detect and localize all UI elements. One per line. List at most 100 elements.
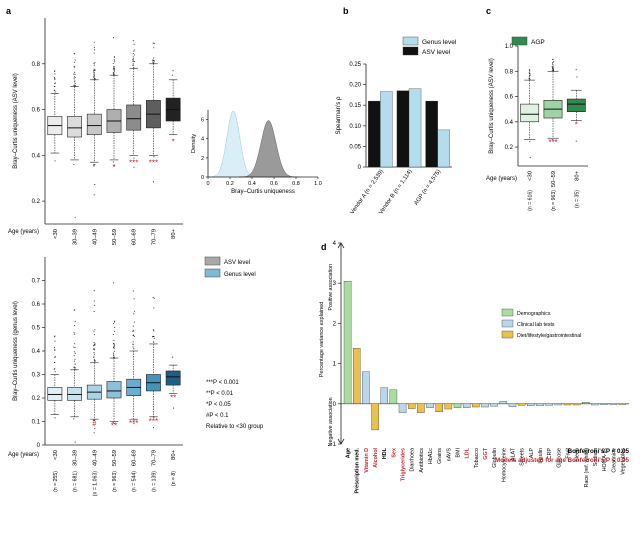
outlier-point	[74, 320, 76, 322]
outlier-point	[73, 84, 75, 86]
outlier-point	[93, 341, 95, 343]
bar-globulin	[490, 403, 498, 407]
outlier-point	[153, 47, 155, 49]
outlier-point	[73, 61, 75, 63]
density-plot: 0 0.2 0.4 0.6 0.8 1.0 0 2 4 6 Density Bray–Curtis u…	[191, 110, 322, 195]
sig-legend-line-4: #P < 0.1	[206, 413, 229, 419]
x-tick-label: Alcohol	[373, 447, 379, 467]
outlier-point	[113, 323, 115, 325]
outlier-point	[74, 80, 76, 82]
bar-vegetables	[618, 403, 627, 405]
sig-legend-line-3: *P < 0.05	[206, 402, 231, 408]
sig-legend-line-1: ***P < 0.001	[206, 380, 239, 386]
bar-glucose	[554, 403, 563, 406]
outlier-point	[94, 361, 96, 363]
y-tick-label: 0.7	[32, 279, 41, 285]
outlier-point	[54, 356, 56, 358]
y-tick-label: 0	[201, 175, 204, 181]
box-3	[86, 113, 102, 136]
legend-label-asv: ASV level	[422, 49, 451, 56]
y-tick-label: 4	[333, 241, 337, 247]
outlier-point	[552, 67, 554, 70]
outlier-point	[153, 341, 155, 343]
outlier-point	[113, 164, 115, 166]
x-tick-label: Diarrhoea	[410, 448, 416, 472]
outlier-point	[529, 157, 531, 159]
outlier-point	[54, 91, 56, 93]
outlier-point	[172, 70, 174, 72]
box-1	[47, 387, 63, 401]
box-2	[67, 387, 82, 401]
outlier-point	[93, 355, 95, 357]
x-tick-label: HDL	[382, 447, 388, 459]
box-plot-agp: 0.2 0.4 0.6 0.8 1.0 Bray–Curtis uniqueness (A…	[486, 36, 588, 211]
x-tick-label: Sex	[391, 448, 397, 458]
outlier-point	[133, 348, 135, 350]
outlier-point	[133, 157, 135, 159]
outlier-point	[73, 73, 75, 75]
outlier-point	[93, 68, 95, 70]
x-tick-label: Tobacco	[474, 448, 480, 468]
outlier-point	[132, 60, 134, 62]
bar-genus	[408, 88, 422, 168]
y-axis-label: Percentage variance explained	[319, 302, 325, 378]
bar-sweets	[517, 403, 526, 406]
y-tick-label: 0.4	[505, 120, 514, 126]
panel-label-c: c	[486, 6, 491, 16]
outlier-point	[74, 352, 76, 354]
x-tick-label: Sleep	[575, 448, 581, 462]
outlier-point	[54, 417, 56, 419]
outlier-point	[133, 298, 135, 300]
outlier-point	[74, 363, 76, 365]
x-tick-label: Vitamin D	[364, 448, 370, 473]
legend-swatch-genus	[204, 268, 221, 278]
y-tick-label: 2	[201, 156, 204, 162]
outlier-point	[93, 73, 95, 76]
outlier-point	[94, 78, 96, 80]
outlier-point	[73, 346, 75, 348]
outlier-point	[132, 56, 134, 58]
x-tick-label: 0.4	[248, 181, 256, 187]
outlier-point	[528, 72, 530, 74]
n-label: (n = 255)	[53, 471, 59, 492]
x-tick-label: Sweets	[520, 448, 526, 466]
legend-label-asv: ASV level	[224, 260, 250, 266]
x-tick-label: 0.2	[226, 181, 234, 187]
bar-ldl	[462, 403, 471, 408]
y-tick-label: 0.1	[32, 420, 41, 426]
positive-association-label: Positive association	[328, 264, 334, 311]
outlier-point	[93, 345, 95, 347]
outlier-point	[73, 351, 75, 353]
bar-fruit	[563, 403, 572, 406]
legend-asv-genus: ASV level Genus level	[204, 256, 256, 278]
bonferroni-note: Bonferroni's P < 0.05	[568, 448, 630, 455]
x-axis-label: Age (years)	[486, 176, 517, 182]
x-tick-label: <30	[528, 171, 534, 181]
sig-mark: **	[111, 422, 117, 431]
bar-antibiotics	[417, 403, 425, 413]
outlier-point	[152, 427, 154, 429]
outlier-point	[112, 67, 115, 69]
y-axis-label: Spearman's ρ	[335, 96, 342, 135]
outlier-point	[552, 68, 554, 71]
bar-genus	[437, 129, 450, 168]
outlier-point	[73, 325, 75, 327]
outlier-point	[551, 70, 553, 72]
outlier-point	[113, 68, 116, 70]
panel-label-b: b	[343, 6, 349, 16]
outlier-point	[172, 356, 174, 358]
outlier-point	[132, 40, 134, 42]
outlier-point	[74, 77, 76, 79]
outlier-point	[153, 297, 155, 299]
bar-homa-ir	[600, 403, 608, 405]
sig-mark: #	[92, 421, 96, 428]
outlier-point	[552, 58, 554, 60]
bar-asv	[425, 100, 438, 168]
box-plot-asv-level: 0.2 0.4 0.6 0.8 Bray–Curtis uniqueness (ASV …	[8, 18, 183, 245]
outlier-point	[74, 59, 76, 61]
outlier-point	[93, 62, 95, 64]
negative-association-label: Negative association	[328, 397, 334, 446]
x-tick-label: 50–59	[551, 171, 557, 187]
n-label: (n = 35)	[574, 190, 580, 208]
